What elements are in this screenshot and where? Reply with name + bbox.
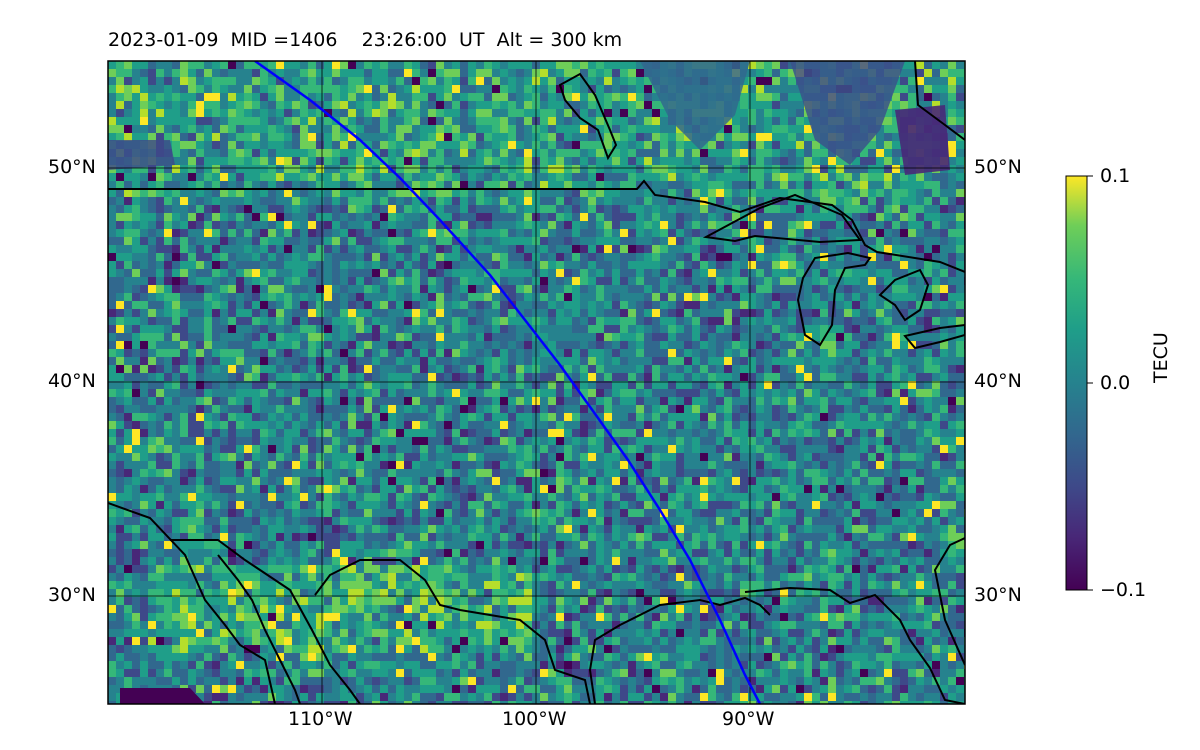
colorbar-ticks	[1087, 175, 1093, 591]
tec-blob	[640, 61, 750, 150]
lat-label-40-right: 40°N	[974, 370, 1022, 392]
lat-label-50-right: 50°N	[974, 156, 1022, 178]
tec-blob	[895, 105, 950, 175]
graticule	[108, 61, 965, 704]
tec-field	[108, 61, 965, 704]
satellite-track	[254, 61, 762, 704]
lon-label-110w: 110°W	[288, 708, 353, 730]
colorbar-label: TECU	[1150, 332, 1172, 383]
lat-label-30-right: 30°N	[974, 584, 1022, 606]
colorbar-tick-max: 0.1	[1100, 165, 1131, 187]
coastlines	[108, 61, 965, 704]
lon-label-90w: 90°W	[722, 708, 775, 730]
lat-label-50-left: 50°N	[48, 156, 96, 178]
lat-label-30-left: 30°N	[48, 584, 96, 606]
map-frame	[107, 60, 966, 705]
map-title: 2023-01-09 MID =1406 23:26:00 UT Alt = 3…	[108, 29, 623, 51]
tec-blob	[120, 688, 205, 704]
lon-label-100w: 100°W	[502, 708, 567, 730]
lat-label-40-left: 40°N	[48, 370, 96, 392]
colorbar-tick-min: −0.1	[1100, 579, 1147, 601]
tec-blob	[108, 140, 175, 170]
tec-blob	[790, 61, 905, 165]
colorbar	[1065, 175, 1088, 591]
colorbar-tick-mid: 0.0	[1100, 372, 1131, 394]
